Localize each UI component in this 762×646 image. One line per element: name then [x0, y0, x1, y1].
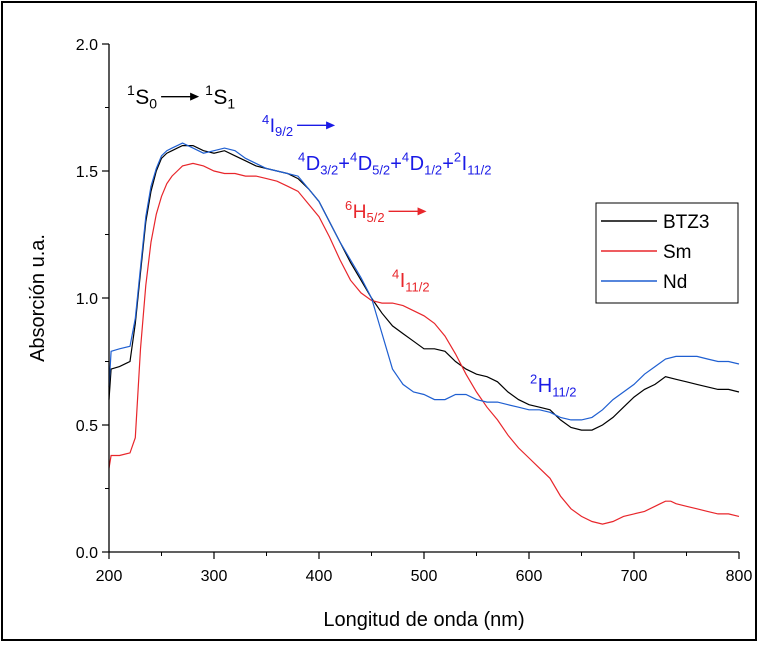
annotation-part: 9/2 [275, 124, 293, 139]
legend-box [595, 202, 739, 304]
annotation-part: 5/2 [367, 210, 385, 225]
annotation-part: + [390, 153, 402, 175]
annotation-part: 4 [402, 150, 409, 165]
annotation-part: S [213, 86, 227, 109]
x-axis-label: Longitud de onda (nm) [323, 609, 524, 631]
annotation-part: 4 [350, 150, 357, 165]
x-tick-label: 500 [411, 568, 438, 585]
axes-layer: 200 300 400 500 600 700 800 0.0 0.5 1.0 1.5 2.0 [76, 37, 753, 585]
arrow-head [190, 92, 200, 101]
annotation-part: I [400, 270, 406, 292]
legend-label-nd: Nd [663, 272, 687, 293]
x-tick-label: 600 [516, 568, 543, 585]
annotation-part: 11/2 [405, 279, 429, 294]
x-tick-label: 700 [621, 568, 648, 585]
annotation-part: S [135, 86, 149, 109]
annotation-d32: 4 D 3/2 + 4 D 5/2 + 4 D 1/2 + 2 I 11/2 [298, 150, 492, 178]
series-line-nd [108, 142, 740, 421]
annotation-part: 5/2 [372, 162, 390, 177]
annotation-s0s1: 1 S 01 S 1 [127, 82, 235, 111]
annotation-part: D [306, 153, 320, 175]
annotation-part: 3/2 [320, 162, 338, 177]
series-layer [108, 142, 740, 525]
y-tick-label: 1.5 [76, 164, 98, 181]
annotation-part: D [410, 153, 424, 175]
annotation-h52: 6 H 5/2 [345, 198, 427, 225]
annotation-part: 0 [149, 96, 157, 112]
annotation-part: 4 [262, 112, 269, 127]
annotation-part: H [353, 202, 367, 223]
annotation-part: 1/2 [424, 162, 442, 177]
annotation-i92: 4 I 9/2 [262, 112, 336, 139]
annotation-part: + [442, 153, 454, 175]
series-line-btz3 [108, 145, 740, 431]
annotation-part: 4 [392, 267, 399, 282]
y-tick-label: 0.5 [76, 418, 98, 435]
annotation-part: 1 [227, 96, 235, 112]
arrow-head [417, 207, 427, 216]
annotation-i112: 4 I 11/2 [392, 267, 430, 295]
annotation-part: 2 [530, 372, 537, 387]
annotation-h112: 2 H 11/2 [530, 372, 577, 400]
x-tick-label: 800 [726, 568, 753, 585]
x-tick-label: 300 [201, 568, 228, 585]
annotation-part: 1 [205, 82, 213, 98]
annotation-part: I [462, 153, 468, 175]
y-tick-label: 0.0 [76, 545, 98, 562]
arrow-head [326, 121, 336, 130]
y-axis-label: Absorción u.a. [27, 234, 49, 362]
annotation-part: 4 [298, 150, 305, 165]
x-tick-label: 200 [96, 568, 123, 585]
series-line-sm [108, 162, 740, 525]
annotation-part: + [338, 153, 350, 175]
annotation-part: D [358, 153, 372, 175]
annotation-part: 11/2 [467, 162, 491, 177]
y-tick-label: 1.0 [76, 291, 98, 308]
annotation-part: 6 [345, 198, 352, 213]
legend-label-sm: Sm [663, 242, 692, 263]
annotation-part: H [538, 375, 552, 397]
annotation-part: 2 [454, 150, 461, 165]
annotation-part: 11/2 [552, 384, 576, 399]
annotation-part: I [270, 116, 275, 137]
x-tick-label: 400 [306, 568, 333, 585]
y-tick-label: 2.0 [76, 37, 98, 54]
annotation-part: 1 [127, 82, 135, 98]
legend: BTZ3 Sm Nd [595, 202, 739, 304]
annotation-layer: 1 S 01 S 14 I 9/24 D 3/2 + 4 D 5/2 + 4 D 1/2 + 2 I 11/… [127, 82, 577, 399]
legend-label-btz3: BTZ3 [663, 212, 709, 233]
